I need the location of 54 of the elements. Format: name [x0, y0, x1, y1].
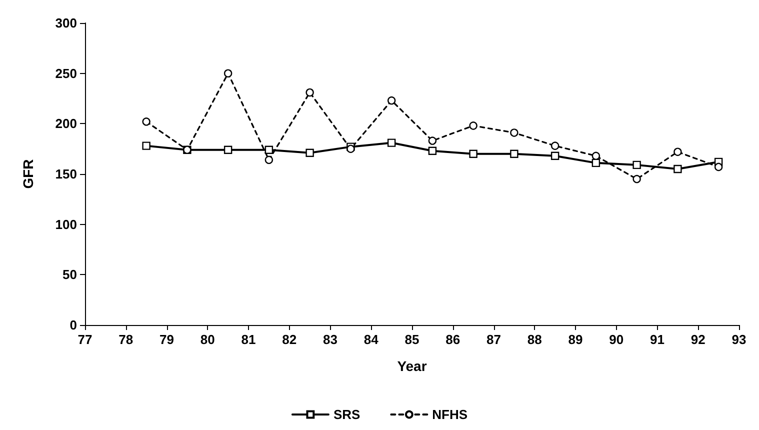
- y-tick-label: 250: [55, 66, 77, 81]
- point: [469, 122, 478, 130]
- legend-label: NFHS: [432, 407, 468, 422]
- x-tick-label: 86: [446, 332, 460, 347]
- point: [674, 164, 682, 174]
- x-tick-label: 82: [282, 332, 297, 347]
- point: [264, 146, 274, 154]
- x-tick-label: 78: [118, 332, 134, 347]
- x-axis-title: Year: [397, 358, 428, 374]
- y-tick-label: 100: [55, 216, 77, 232]
- x-tick-label: 89: [568, 332, 583, 347]
- point: [632, 160, 641, 170]
- y-tick-label: 300: [55, 16, 77, 30]
- point: [592, 152, 600, 160]
- point: [428, 136, 437, 145]
- x-tick-label: 92: [690, 332, 706, 347]
- point: [510, 128, 518, 137]
- x-tick-label: 90: [609, 332, 624, 347]
- y-tick-label: 50: [62, 267, 77, 282]
- point: [224, 69, 232, 78]
- point: [264, 156, 274, 164]
- point: [632, 174, 641, 184]
- x-tick-label: 88: [527, 332, 542, 347]
- point: [469, 150, 478, 158]
- x-tick-label: 85: [404, 332, 420, 347]
- x-tick-label: 81: [241, 332, 256, 347]
- point: [142, 118, 150, 126]
- point: [183, 146, 192, 154]
- x-tick-label: 87: [486, 332, 501, 347]
- point: [306, 148, 314, 157]
- x-tick-label: 91: [650, 332, 664, 347]
- y-axis-title: GFR: [20, 159, 36, 189]
- point: [224, 146, 232, 154]
- point: [592, 158, 600, 168]
- y-tick-label: 200: [55, 116, 77, 132]
- y-tick-label: 0: [70, 318, 77, 332]
- point: [714, 162, 723, 172]
- point: [510, 150, 518, 158]
- x-tick-label: 79: [160, 332, 174, 347]
- point: [306, 88, 314, 97]
- x-tick-label: 84: [364, 332, 380, 347]
- y-tick-label: 150: [55, 166, 77, 182]
- x-tick-label: 77: [78, 332, 92, 347]
- point: [387, 138, 396, 147]
- x-tick-label: 83: [323, 332, 338, 347]
- point: [550, 152, 560, 160]
- point: [550, 142, 560, 150]
- x-tick-label: 93: [732, 332, 746, 347]
- point: [674, 148, 682, 156]
- point: [142, 142, 150, 150]
- x-tick-label: 80: [200, 332, 215, 347]
- point: [387, 96, 396, 105]
- point: [428, 146, 437, 155]
- legend-label: SRS: [333, 407, 360, 422]
